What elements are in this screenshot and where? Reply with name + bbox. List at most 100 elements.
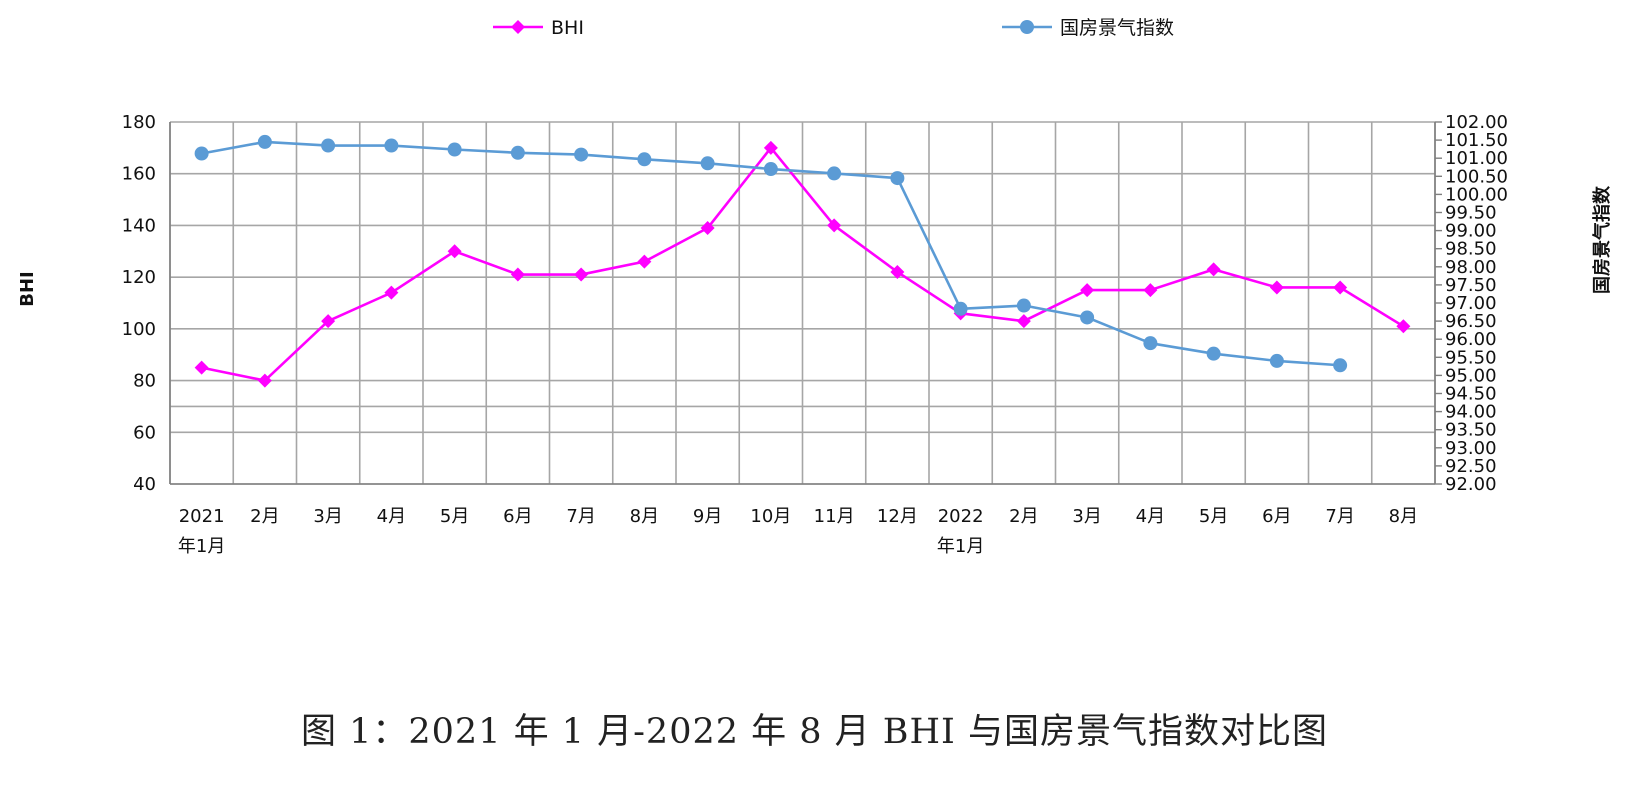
figure-caption: 图 1：2021 年 1 月-2022 年 8 月 BHI 与国房景气指数对比图 <box>301 712 1328 752</box>
right-y-tick-label: 92.00 <box>1445 474 1497 495</box>
bhi-point <box>1143 283 1158 298</box>
index-point <box>257 134 272 149</box>
x-tick-label: 3月 <box>313 506 342 527</box>
x-tick-label: 11月 <box>814 506 855 527</box>
right-y-tick-label: 92.50 <box>1445 456 1497 477</box>
x-tick-label: 7月 <box>1325 506 1354 527</box>
index-point <box>1333 358 1348 373</box>
bhi-point <box>700 221 715 236</box>
bhi-point <box>194 360 209 375</box>
index-point <box>1016 298 1031 313</box>
right-axis-title: 国房景气指数 <box>1591 185 1613 294</box>
x-tick-label: 12月 <box>877 506 918 527</box>
bhi-point <box>510 267 525 282</box>
right-y-tick-label: 101.00 <box>1445 148 1508 169</box>
series <box>194 134 1411 388</box>
bhi-point <box>763 140 778 155</box>
index-point <box>637 152 652 167</box>
index-point <box>890 171 905 186</box>
left-y-tick-label: 60 <box>133 422 156 443</box>
left-y-tick-labels: 40 60 80 100 120 140 160 180 <box>122 112 156 495</box>
right-y-tick-label: 98.50 <box>1445 239 1497 260</box>
index-point <box>1269 353 1284 368</box>
bhi-point <box>637 254 652 269</box>
right-y-tick-label: 102.00 <box>1445 112 1508 133</box>
x-tick-label: 4月 <box>377 506 406 527</box>
left-y-tick-label: 120 <box>122 267 156 288</box>
index-point <box>574 147 589 162</box>
index-point <box>1143 336 1158 351</box>
left-y-tick-label: 140 <box>122 215 156 236</box>
index-point <box>510 145 525 160</box>
right-y-tick-label: 100.50 <box>1445 166 1508 187</box>
right-y-tick-label: 99.00 <box>1445 221 1497 242</box>
left-y-tick-label: 100 <box>122 319 156 340</box>
grid <box>169 121 1436 485</box>
right-y-tick-label: 93.00 <box>1445 438 1497 459</box>
index-point <box>763 162 778 177</box>
index-point <box>700 156 715 171</box>
right-y-tick-label: 93.50 <box>1445 420 1497 441</box>
bhi-point <box>827 218 842 233</box>
right-y-tick-label: 100.00 <box>1445 184 1508 205</box>
x-tick-label: 2月 <box>1009 506 1038 527</box>
right-y-tick-label: 95.50 <box>1445 347 1497 368</box>
index-point <box>953 301 968 316</box>
bhi-point <box>1269 280 1284 295</box>
index-point <box>194 146 209 161</box>
left-y-tick-label: 80 <box>133 371 156 392</box>
index-point <box>321 138 336 153</box>
bhi-point <box>1206 262 1221 277</box>
right-y-tick-label: 95.00 <box>1445 365 1497 386</box>
left-y-tick-label: 180 <box>122 112 156 133</box>
right-y-tick-label: 94.00 <box>1445 402 1497 423</box>
bhi-point <box>321 314 336 329</box>
right-y-tick-label: 101.50 <box>1445 130 1508 151</box>
x-tick-label: 3月 <box>1072 506 1101 527</box>
right-y-tick-label: 99.50 <box>1445 203 1497 224</box>
x-tick-label: 5月 <box>440 506 469 527</box>
series-line-bhi <box>201 146 1405 382</box>
left-y-tick-label: 40 <box>133 474 156 495</box>
legend-diamond-icon <box>511 20 525 34</box>
bhi-point <box>1016 314 1031 329</box>
bhi-point <box>257 373 272 388</box>
right-y-tick-label: 98.00 <box>1445 257 1497 278</box>
bhi-point <box>447 244 462 259</box>
x-tick-label: 2021 年1月 <box>178 506 225 557</box>
legend-label: BHI <box>551 17 584 39</box>
legend-label: 国房景气指数 <box>1060 17 1174 39</box>
index-point <box>447 142 462 157</box>
bhi-point <box>574 267 589 282</box>
right-y-tick-label: 94.50 <box>1445 384 1497 405</box>
right-y-tick-label: 96.50 <box>1445 311 1497 332</box>
axes <box>169 121 1442 485</box>
index-point <box>827 166 842 181</box>
right-y-tick-label: 96.00 <box>1445 329 1497 350</box>
x-tick-label: 6月 <box>503 506 532 527</box>
bhi-point <box>384 285 399 300</box>
x-tick-label: 8月 <box>630 506 659 527</box>
bhi-point <box>1396 319 1411 334</box>
axis-titles: BHI 国房景气指数 <box>17 185 1613 307</box>
x-tick-labels: 2021 年1月 2月 3月 4月 5月 6月 7月 8月 9月 10月 11月 12月 2022 年1月 2… <box>178 506 1418 557</box>
x-tick-label: 5月 <box>1199 506 1228 527</box>
bhi-point <box>1080 283 1095 298</box>
legend: BHI 国房景气指数 <box>493 17 1174 39</box>
index-point <box>1206 346 1221 361</box>
x-tick-label: 10月 <box>750 506 791 527</box>
index-point <box>384 138 399 153</box>
left-y-tick-label: 160 <box>122 164 156 185</box>
left-axis-title: BHI <box>17 271 38 306</box>
x-tick-label: 2月 <box>250 506 279 527</box>
right-y-tick-label: 97.00 <box>1445 293 1497 314</box>
x-tick-label: 9月 <box>693 506 722 527</box>
x-tick-label: 4月 <box>1136 506 1165 527</box>
x-tick-label: 2022 年1月 <box>937 506 984 557</box>
x-tick-label: 6月 <box>1262 506 1291 527</box>
index-point <box>1080 310 1095 325</box>
right-y-tick-labels: 92.0092.5093.0093.5094.0094.5095.0095.50… <box>1445 112 1508 495</box>
x-tick-label: 8月 <box>1389 506 1418 527</box>
bhi-point <box>1333 280 1348 295</box>
